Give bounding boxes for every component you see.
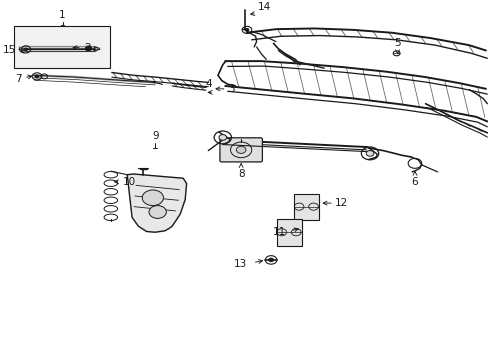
- Circle shape: [236, 146, 245, 153]
- Text: 8: 8: [237, 170, 244, 179]
- Text: 10: 10: [122, 177, 135, 187]
- Text: 6: 6: [411, 177, 417, 187]
- Bar: [14, 26, 110, 68]
- Bar: [294, 194, 319, 220]
- Circle shape: [142, 190, 163, 206]
- Text: 9: 9: [152, 131, 158, 141]
- Text: 4: 4: [205, 79, 212, 89]
- Circle shape: [35, 75, 39, 78]
- Text: 7: 7: [15, 74, 21, 84]
- Circle shape: [366, 150, 373, 156]
- Text: 15: 15: [3, 45, 16, 55]
- Text: 3: 3: [228, 84, 235, 94]
- Text: 5: 5: [393, 38, 400, 48]
- Bar: [276, 219, 302, 246]
- Circle shape: [244, 28, 248, 31]
- Circle shape: [149, 206, 166, 219]
- Text: 11: 11: [272, 227, 285, 237]
- Polygon shape: [127, 174, 186, 232]
- Circle shape: [219, 135, 226, 140]
- Text: 14: 14: [258, 3, 271, 13]
- FancyBboxPatch shape: [220, 138, 262, 162]
- Text: 13: 13: [233, 259, 246, 269]
- Text: 2: 2: [83, 42, 90, 53]
- Text: 1: 1: [59, 10, 66, 19]
- Circle shape: [268, 258, 273, 262]
- Circle shape: [85, 46, 92, 51]
- Text: 12: 12: [334, 198, 347, 208]
- Circle shape: [24, 48, 28, 51]
